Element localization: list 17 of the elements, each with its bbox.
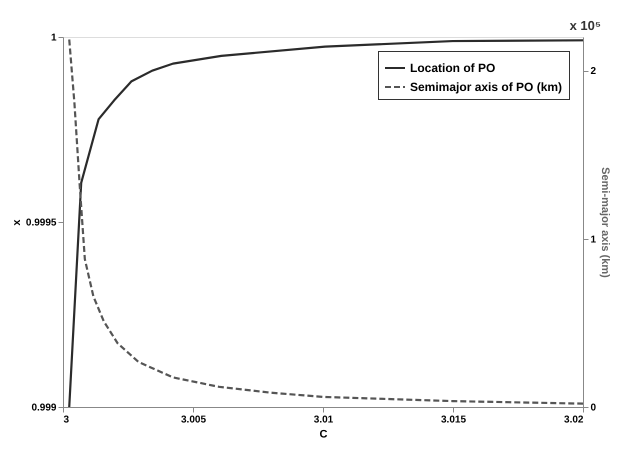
y-axis-title: x <box>10 218 23 226</box>
text: x 10⁵ <box>570 18 601 33</box>
x-tick-label: 3.015 <box>440 414 466 426</box>
y2-tick-label: 0 <box>590 402 596 414</box>
y2-tick-label: 1 <box>590 234 596 246</box>
x-tick-label: 3.01 <box>314 414 334 426</box>
legend-label: Location of PO <box>410 61 496 75</box>
x-tick-label: 3 <box>64 414 70 426</box>
x-tick-label: 3.02 <box>564 414 584 426</box>
y2-tick-label: 2 <box>590 66 596 78</box>
y-tick-label: 0.999 <box>31 402 57 414</box>
y-tick-label: 0.9995 <box>26 218 57 228</box>
legend-label: Semimajor axis of PO (km) <box>410 80 562 94</box>
y-tick-label: 1 <box>50 32 57 44</box>
y2-axis-title: Semi-major axis (km) <box>599 167 612 278</box>
x-tick-label: 3.005 <box>180 414 206 426</box>
x-axis-title: C <box>320 428 328 440</box>
